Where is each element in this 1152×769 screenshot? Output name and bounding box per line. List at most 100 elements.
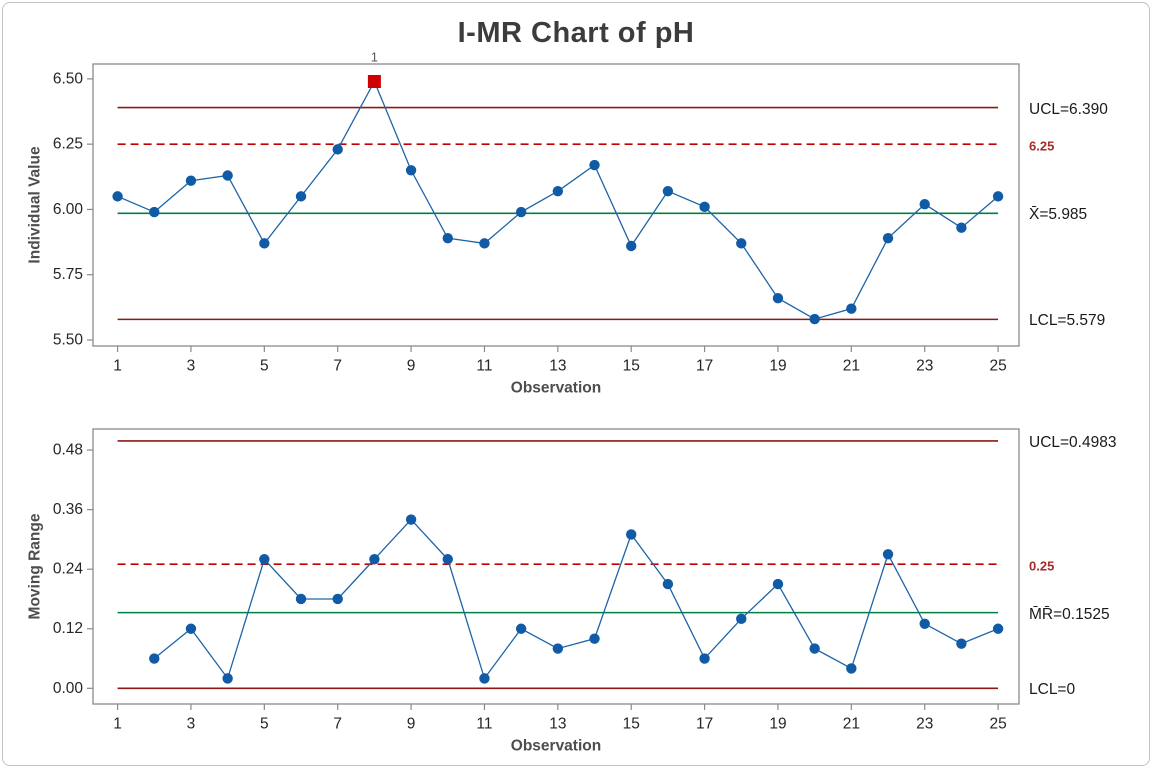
x-tick-label: 23 [916,716,933,733]
y-tick-label: 0.36 [53,501,83,518]
data-point [589,159,600,171]
data-point [515,623,527,634]
data-point [552,643,564,654]
data-point [259,238,270,249]
data-point [552,185,564,197]
data-point [589,633,600,644]
y-tick-label: 6.00 [53,201,84,218]
i-chart-ucl-label: UCL=6.390 [1029,100,1108,118]
data-point [662,578,674,590]
data-point [626,529,637,540]
data-point [332,144,343,155]
data-point [736,613,747,625]
y-tick-label: 6.50 [53,70,84,87]
data-point [185,623,197,634]
x-tick-label: 9 [407,358,416,375]
x-tick-label: 9 [407,716,416,733]
data-point [149,206,160,218]
x-tick-label: 3 [187,358,196,375]
data-point [442,554,453,565]
data-point [479,238,490,249]
plot-frame [92,63,1020,347]
x-tick-label: 17 [696,358,713,375]
i-chart-spec-label: 6.25 [1029,138,1055,154]
data-point [809,313,820,325]
data-point [369,554,380,565]
x-tick-label: 17 [696,716,713,733]
y-tick-label: 0.48 [53,442,83,459]
data-point [332,593,343,605]
y-tick-label: 5.75 [53,266,83,283]
mr-chart-ucl-label: UCL=0.4983 [1029,433,1117,451]
moving_range-chart: 0.000.120.240.360.481 3 5 7 9 11 13 15 17 19 21 23 2… [27,428,1020,755]
i-chart-lcl-label: LCL=5.579 [1029,312,1106,330]
x-tick-label: 15 [623,716,640,733]
data-point [992,623,1004,634]
x-tick-label: 13 [549,358,566,375]
x-tick-label: 1 [113,358,122,375]
out-of-control-marker [367,74,381,88]
data-point [846,663,857,674]
data-point [772,578,784,590]
x-tick-label: 21 [843,716,860,733]
data-point [919,618,930,629]
y-tick-label: 6.25 [53,136,83,153]
data-point [515,206,527,218]
mr-chart-lcl-label: LCL=0 [1029,681,1076,699]
data-point [112,191,123,202]
x-tick-label: 11 [476,358,492,375]
x-tick-label: 23 [916,358,933,375]
x-tick-label: 1 [113,716,122,733]
x-tick-label: 25 [989,358,1006,375]
data-point [846,303,857,314]
data-point [992,191,1004,202]
x-tick-label: 3 [187,716,196,733]
y-tick-label: 0.24 [53,561,84,578]
mr-chart-center-label: M̄R̄=0.1525 [1029,605,1110,623]
x-tick-label: 25 [989,716,1006,733]
data-point [736,238,747,249]
chart-title: I-MR Chart of pH [457,17,695,49]
y-axis-title: Moving Range [27,513,44,619]
x-tick-label: 15 [623,358,640,375]
mr-chart-spec-label: 0.25 [1029,558,1055,574]
data-point [699,201,710,213]
x-tick-label: 21 [843,358,860,375]
y-tick-label: 0.00 [53,680,84,697]
data-point [405,165,417,176]
data-point [772,293,784,304]
individuals-chart: 5.505.756.006.256.501 3 5 7 9 11 13 15 17 19 21 23 2… [27,50,1020,397]
x-tick-label: 19 [769,358,786,375]
data-line [153,518,999,680]
data-point [222,673,233,684]
x-tick-label: 13 [549,716,566,733]
x-tick-label: 7 [333,358,342,375]
data-point [882,232,894,244]
data-point [295,191,307,202]
y-axis-title: Individual Value [27,146,44,264]
test-failure-flag: 1 [371,50,378,65]
data-point [222,170,233,181]
data-point [956,638,967,649]
x-axis-title: Observation [511,738,601,755]
y-tick-label: 0.12 [53,620,83,637]
x-tick-label: 7 [333,716,342,733]
data-point [662,185,674,197]
data-point [405,514,417,525]
data-point [295,593,307,605]
data-line [117,79,999,320]
data-point [699,653,710,664]
x-tick-label: 11 [476,716,492,733]
x-tick-label: 19 [769,716,786,733]
data-point [956,222,967,233]
data-point [809,643,820,654]
data-point [882,549,894,560]
data-point [259,554,270,565]
data-point [185,175,197,186]
x-axis-title: Observation [511,380,601,397]
data-point [919,199,930,210]
y-tick-label: 5.50 [53,331,84,348]
plot-frame [92,428,1020,705]
